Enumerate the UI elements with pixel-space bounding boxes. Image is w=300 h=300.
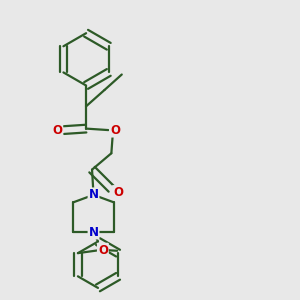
Text: O: O — [98, 244, 108, 257]
Text: O: O — [52, 124, 62, 136]
Text: O: O — [110, 124, 120, 136]
Text: O: O — [113, 186, 123, 199]
Text: N: N — [88, 226, 98, 238]
Text: N: N — [88, 188, 98, 201]
